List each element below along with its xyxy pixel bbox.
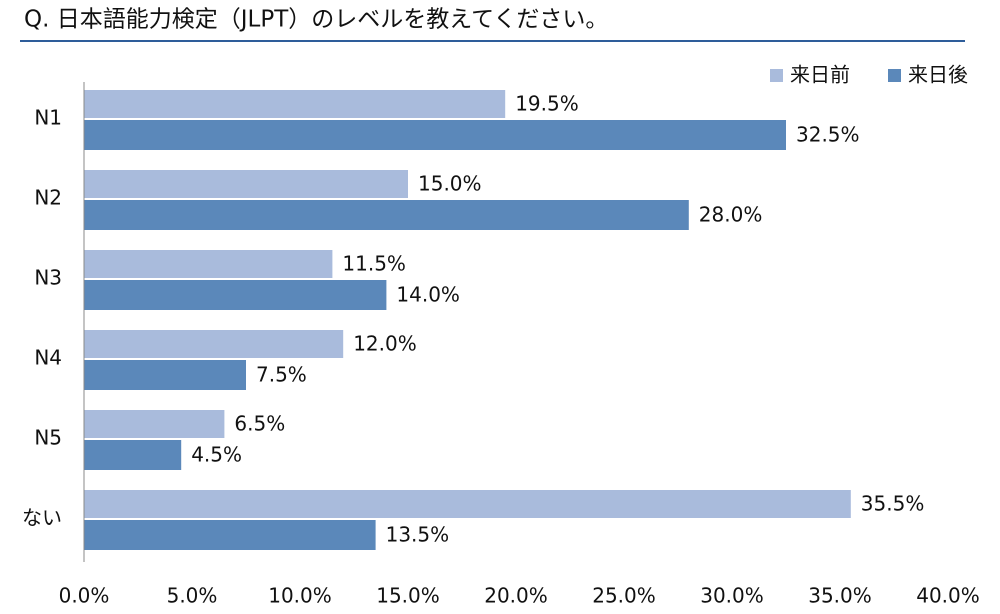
legend-swatch	[770, 69, 783, 82]
value-label: 28.0%	[699, 203, 763, 227]
x-tick-label: 40.0%	[916, 584, 980, 608]
x-tick-label: 35.0%	[808, 584, 872, 608]
bar	[84, 360, 246, 390]
chart-title: Q. 日本語能力検定（JLPT）のレベルを教えてください。	[24, 7, 608, 33]
bar	[84, 330, 344, 358]
legend-swatch	[888, 69, 901, 82]
legend-label: 来日前	[790, 63, 850, 87]
value-label: 11.5%	[342, 252, 406, 276]
bar	[84, 410, 225, 438]
value-label: 7.5%	[256, 363, 307, 387]
value-label: 4.5%	[191, 443, 242, 467]
bar	[84, 280, 387, 310]
bar	[84, 120, 786, 150]
bar	[84, 250, 333, 278]
x-tick-label: 10.0%	[268, 584, 332, 608]
y-tick-label: N1	[34, 106, 62, 130]
x-tick-label: 20.0%	[484, 584, 548, 608]
x-tick-label: 0.0%	[59, 584, 110, 608]
y-tick-label: ない	[22, 506, 62, 530]
bar	[84, 490, 851, 518]
y-tick-label: N2	[34, 186, 62, 210]
legend-label: 来日後	[908, 63, 968, 87]
bar	[84, 200, 689, 230]
x-tick-label: 25.0%	[592, 584, 656, 608]
value-label: 35.5%	[861, 492, 925, 516]
y-tick-label: N3	[34, 266, 62, 290]
bar	[84, 170, 408, 198]
value-label: 13.5%	[386, 523, 450, 547]
y-tick-label: N4	[34, 346, 62, 370]
bar	[84, 520, 376, 550]
value-label: 14.0%	[396, 283, 460, 307]
x-tick-label: 5.0%	[167, 584, 218, 608]
value-label: 15.0%	[418, 172, 482, 196]
y-tick-label: N5	[34, 426, 62, 450]
bar	[84, 90, 506, 118]
value-label: 12.0%	[353, 332, 417, 356]
value-label: 19.5%	[515, 92, 579, 116]
x-tick-label: 15.0%	[376, 584, 440, 608]
x-tick-label: 30.0%	[700, 584, 764, 608]
bar	[84, 440, 182, 470]
value-label: 6.5%	[234, 412, 285, 436]
value-label: 32.5%	[796, 123, 860, 147]
